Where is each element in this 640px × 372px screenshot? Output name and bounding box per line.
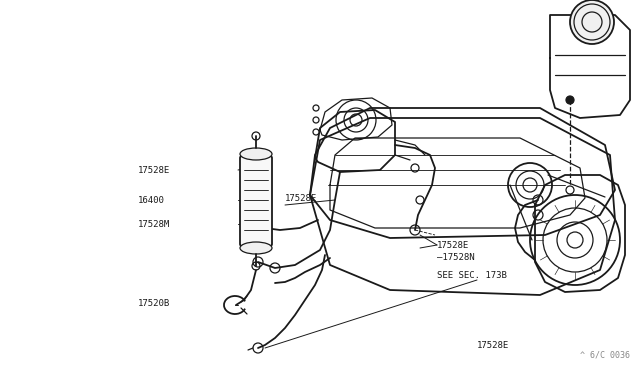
FancyBboxPatch shape <box>240 156 272 246</box>
Text: —17528N: —17528N <box>437 253 475 263</box>
Text: 17528M: 17528M <box>138 219 170 228</box>
Circle shape <box>313 117 319 123</box>
Text: SEE SEC. 173B: SEE SEC. 173B <box>437 270 507 279</box>
Text: 17528E: 17528E <box>138 166 170 174</box>
Circle shape <box>570 0 614 44</box>
Ellipse shape <box>240 242 272 254</box>
Ellipse shape <box>240 148 272 160</box>
Circle shape <box>566 96 574 104</box>
Circle shape <box>313 105 319 111</box>
Text: ^ 6/C 0036: ^ 6/C 0036 <box>580 351 630 360</box>
Text: 17528E: 17528E <box>477 340 509 350</box>
Text: 17528E: 17528E <box>285 193 317 202</box>
Text: 16400: 16400 <box>138 196 165 205</box>
Text: 17520B: 17520B <box>138 298 170 308</box>
Circle shape <box>313 129 319 135</box>
Text: 17528E: 17528E <box>437 241 469 250</box>
Circle shape <box>566 186 574 194</box>
